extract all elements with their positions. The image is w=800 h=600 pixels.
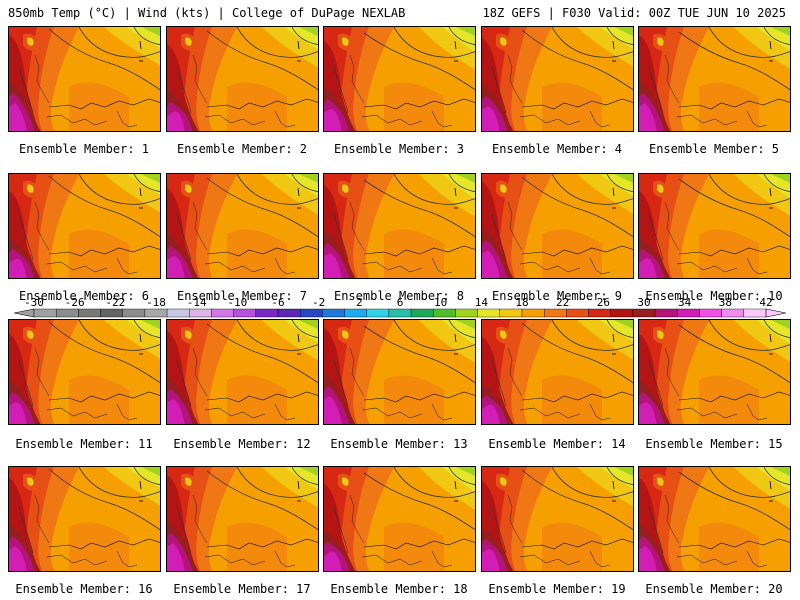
colorbar-segment xyxy=(677,308,700,318)
colorbar-segment xyxy=(388,308,412,318)
colorbar-tick-label: -22 xyxy=(105,296,125,309)
ensemble-member-label: Ensemble Member: 9 xyxy=(491,289,623,303)
ensemble-member-label: Ensemble Member: 1 xyxy=(18,142,150,156)
colorbar-segment xyxy=(743,308,767,318)
ensemble-member-label: Ensemble Member: 10 xyxy=(645,289,783,303)
colorbar-segment xyxy=(33,308,57,318)
ensemble-map-panel xyxy=(323,26,476,132)
colorbar-segment xyxy=(543,308,567,318)
ensemble-member-label: Ensemble Member: 8 xyxy=(333,289,465,303)
colorbar-segment xyxy=(366,308,390,318)
ensemble-map-panel xyxy=(8,173,161,279)
colorbar-tick-label: -14 xyxy=(187,296,207,309)
ensemble-member-label: Ensemble Member: 6 xyxy=(18,289,150,303)
ensemble-member-label: Ensemble Member: 19 xyxy=(488,582,626,596)
colorbar-segment xyxy=(721,308,745,318)
ensemble-member-label: Ensemble Member: 3 xyxy=(333,142,465,156)
colorbar-segment xyxy=(499,308,523,318)
colorbar-segment xyxy=(654,308,678,318)
colorbar-tick-label: -26 xyxy=(65,296,85,309)
ensemble-member-label: Ensemble Member: 11 xyxy=(15,437,153,451)
colorbar-segment xyxy=(632,308,656,318)
ensemble-member-label: Ensemble Member: 7 xyxy=(176,289,308,303)
colorbar-segment xyxy=(189,308,212,318)
temperature-colorbar: -30 -26 -22 -18 -14 -10 -6 -2 2 6 10 14 18 22 26 30 34 38… xyxy=(13,296,787,318)
colorbar-segment xyxy=(233,308,257,318)
ensemble-map-panel xyxy=(481,173,634,279)
ensemble-map-panel xyxy=(8,26,161,132)
ensemble-member-label: Ensemble Member: 20 xyxy=(645,582,783,596)
ensemble-member-label: Ensemble Member: 13 xyxy=(330,437,468,451)
colorbar-tick-label: -10 xyxy=(227,296,247,309)
ensemble-map-panel xyxy=(323,319,476,425)
ensemble-map-panel xyxy=(481,319,634,425)
ensemble-map-panel xyxy=(166,26,319,132)
colorbar-segment xyxy=(166,308,190,318)
colorbar-tick-label: 14 xyxy=(475,296,489,309)
colorbar-tick-label: -2 xyxy=(312,296,325,309)
colorbar-segment xyxy=(588,308,611,318)
colorbar-tick-label: 6 xyxy=(397,296,404,309)
colorbar-tick-label: 2 xyxy=(356,296,363,309)
ensemble-map-panel xyxy=(481,466,634,572)
colorbar-segment xyxy=(100,308,123,318)
colorbar-segment xyxy=(699,308,722,318)
ensemble-map-panel xyxy=(638,466,791,572)
ensemble-map-panel xyxy=(323,466,476,572)
colorbar-tick-label: -6 xyxy=(271,296,284,309)
colorbar-right-arrow xyxy=(765,308,787,318)
ensemble-member-label: Ensemble Member: 12 xyxy=(173,437,311,451)
colorbar-tick-label: 18 xyxy=(515,296,528,309)
ensemble-member-label: Ensemble Member: 17 xyxy=(173,582,311,596)
colorbar-segment xyxy=(255,308,279,318)
colorbar-left-arrow xyxy=(13,308,35,318)
colorbar-segment xyxy=(610,308,634,318)
colorbar-segment xyxy=(410,308,434,318)
colorbar-segment xyxy=(521,308,545,318)
ensemble-map-panel xyxy=(638,26,791,132)
ensemble-map-panel xyxy=(638,319,791,425)
colorbar-segment xyxy=(477,308,501,318)
header-run-info: 18Z GEFS | F030 Valid: 00Z TUE JUN 10 20… xyxy=(482,6,786,20)
colorbar-segment xyxy=(211,308,234,318)
ensemble-member-label: Ensemble Member: 4 xyxy=(491,142,623,156)
colorbar-tick-label: 42 xyxy=(759,296,772,309)
ensemble-map-panel xyxy=(323,173,476,279)
header-title: 850mb Temp (°C) | Wind (kts) | College o… xyxy=(8,6,406,20)
colorbar-segment xyxy=(144,308,168,318)
colorbar-tick-label: -30 xyxy=(24,296,44,309)
colorbar-tick-label: 10 xyxy=(434,296,447,309)
colorbar-segment xyxy=(122,308,146,318)
colorbar-segment xyxy=(322,308,345,318)
ensemble-map-panel xyxy=(166,466,319,572)
colorbar-tick-label: 38 xyxy=(719,296,732,309)
colorbar-segment xyxy=(55,308,79,318)
colorbar-segment xyxy=(299,308,323,318)
colorbar-segment xyxy=(78,308,101,318)
ensemble-member-label: Ensemble Member: 18 xyxy=(330,582,468,596)
colorbar-segment xyxy=(433,308,456,318)
colorbar-segment xyxy=(455,308,478,318)
ensemble-map-panel xyxy=(638,173,791,279)
ensemble-member-label: Ensemble Member: 5 xyxy=(648,142,780,156)
colorbar-tick-label: 22 xyxy=(556,296,569,309)
ensemble-member-label: Ensemble Member: 2 xyxy=(176,142,308,156)
colorbar-tick-label: -18 xyxy=(146,296,166,309)
ensemble-map-panel xyxy=(166,173,319,279)
colorbar-segment xyxy=(344,308,367,318)
colorbar-tick-label: 26 xyxy=(597,296,610,309)
ensemble-member-label: Ensemble Member: 14 xyxy=(488,437,626,451)
ensemble-map-panel xyxy=(8,319,161,425)
ensemble-map-panel xyxy=(166,319,319,425)
colorbar-tick-label: 30 xyxy=(637,296,650,309)
ensemble-member-label: Ensemble Member: 15 xyxy=(645,437,783,451)
ensemble-map-panel xyxy=(8,466,161,572)
colorbar-tick-label: 34 xyxy=(678,296,692,309)
ensemble-member-label: Ensemble Member: 16 xyxy=(15,582,153,596)
colorbar-segment xyxy=(566,308,589,318)
ensemble-map-panel xyxy=(481,26,634,132)
colorbar-segment xyxy=(277,308,301,318)
